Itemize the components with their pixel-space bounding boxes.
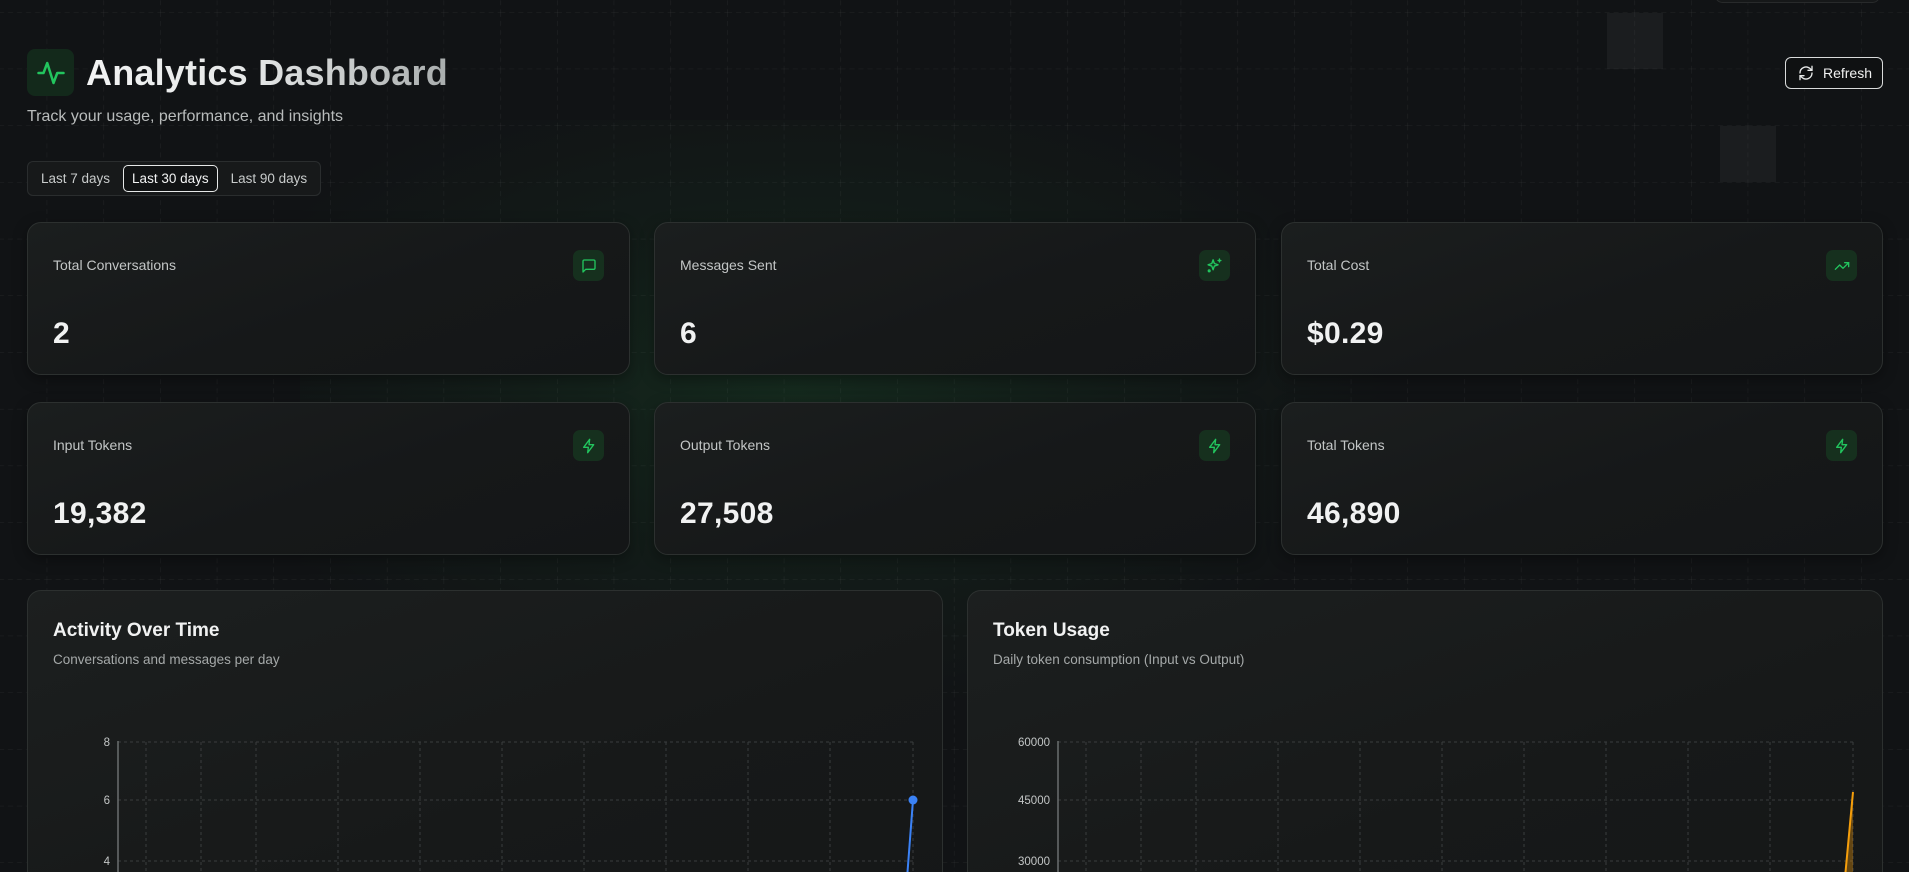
stat-label: Total Tokens xyxy=(1307,437,1385,453)
stat-value: 19,382 xyxy=(53,497,147,530)
activity-line-chart[interactable]: 8 6 4 xyxy=(28,591,944,872)
stat-card-total-tokens: Total Tokens 46,890 xyxy=(1281,402,1883,555)
trending-up-icon xyxy=(1826,250,1857,281)
svg-text:8: 8 xyxy=(104,737,110,749)
chart-gridlines xyxy=(1058,741,1854,872)
svg-text:60000: 60000 xyxy=(1018,737,1050,749)
stat-value: $0.29 xyxy=(1307,317,1384,350)
page-subtitle: Track your usage, performance, and insig… xyxy=(27,108,344,125)
sparkles-icon xyxy=(1199,250,1230,281)
stat-label: Total Cost xyxy=(1307,257,1370,273)
stat-card-output-tokens: Output Tokens 27,508 xyxy=(654,402,1256,555)
refresh-button[interactable]: Refresh xyxy=(1785,57,1883,89)
chart-gridlines xyxy=(118,741,914,872)
data-point[interactable] xyxy=(908,795,918,805)
background-cell xyxy=(1720,126,1776,182)
top-partial-element xyxy=(1715,0,1880,3)
background-cell xyxy=(1607,13,1663,69)
stat-value: 46,890 xyxy=(1307,497,1401,530)
stat-card-messages-sent: Messages Sent 6 xyxy=(654,222,1256,375)
y-axis-ticks: 60000 45000 30000 xyxy=(1018,737,1050,868)
stat-card-total-conversations: Total Conversations 2 xyxy=(27,222,630,375)
zap-icon xyxy=(1826,430,1857,461)
stat-label: Total Conversations xyxy=(53,257,176,273)
range-last-90-days[interactable]: Last 90 days xyxy=(230,171,308,186)
zap-icon xyxy=(1199,430,1230,461)
range-last-7-days[interactable]: Last 7 days xyxy=(41,171,111,186)
logo-badge xyxy=(27,49,74,96)
refresh-icon xyxy=(1799,65,1813,81)
stat-value: 27,508 xyxy=(680,497,774,530)
stat-card-input-tokens: Input Tokens 19,382 xyxy=(27,402,630,555)
token-usage-chart-card: Token Usage Daily token consumption (Inp… xyxy=(967,590,1883,872)
svg-text:6: 6 xyxy=(104,795,110,807)
activity-pulse-icon xyxy=(36,61,65,84)
activity-chart-card: Activity Over Time Conversations and mes… xyxy=(27,590,943,872)
stat-label: Input Tokens xyxy=(53,437,133,453)
stat-value: 2 xyxy=(53,317,70,350)
refresh-label: Refresh xyxy=(1822,65,1872,81)
svg-text:30000: 30000 xyxy=(1018,856,1050,868)
token-usage-area-chart[interactable]: 60000 45000 30000 xyxy=(968,591,1884,872)
y-axis-ticks: 8 6 4 xyxy=(104,737,111,868)
date-range-selector: Last 7 days Last 30 days Last 90 days xyxy=(27,161,322,196)
stat-value: 6 xyxy=(680,317,697,350)
message-square-icon xyxy=(573,250,604,281)
stat-label: Output Tokens xyxy=(680,437,771,453)
page-header: Analytics Dashboard xyxy=(27,49,448,96)
zap-icon xyxy=(573,430,604,461)
page-title: Analytics Dashboard xyxy=(86,51,448,93)
stat-card-total-cost: Total Cost $0.29 xyxy=(1281,222,1883,375)
svg-text:45000: 45000 xyxy=(1018,795,1050,807)
range-last-30-days[interactable]: Last 30 days xyxy=(123,165,218,192)
svg-text:4: 4 xyxy=(104,856,111,868)
stat-label: Messages Sent xyxy=(680,257,777,273)
